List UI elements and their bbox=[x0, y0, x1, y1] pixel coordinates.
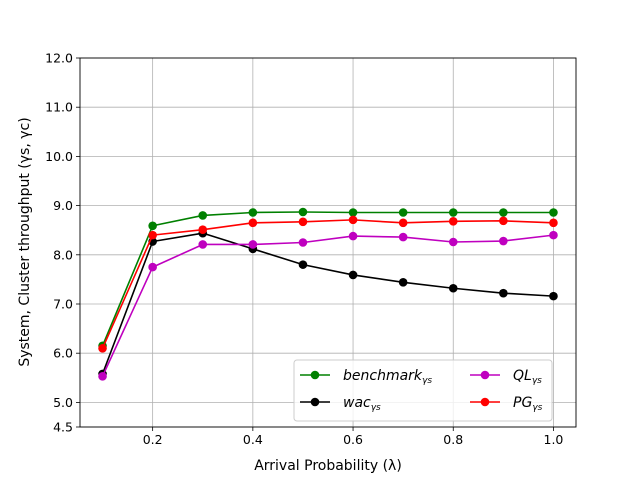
data-point-ql bbox=[448, 237, 458, 247]
series-line-wac bbox=[101, 232, 554, 375]
y-tick-label: 8.0 bbox=[53, 247, 73, 262]
data-point-benchmark bbox=[148, 221, 157, 231]
legend-label-wac: wacγs bbox=[343, 395, 381, 413]
x-tick-label: 0.4 bbox=[243, 432, 263, 447]
data-point-ql bbox=[98, 372, 107, 381]
data-point-wac bbox=[348, 270, 358, 280]
data-point-ql bbox=[398, 232, 408, 242]
series-layer bbox=[98, 207, 558, 381]
y-axis-label: System, Cluster throughput (γs, γc) bbox=[17, 117, 33, 366]
legend-label-name: QL bbox=[513, 368, 532, 384]
plot-frame bbox=[79, 57, 577, 428]
data-point-wac bbox=[448, 283, 458, 293]
data-point-ql bbox=[298, 238, 308, 247]
data-point-benchmark bbox=[499, 208, 508, 217]
data-point-ql bbox=[348, 231, 358, 241]
legend-label-subscript: γs bbox=[532, 376, 542, 386]
x-tick-label: 0.2 bbox=[143, 432, 163, 447]
data-point-benchmark bbox=[348, 208, 358, 217]
legend-label-subscript: γs bbox=[422, 376, 432, 386]
legend-label-ql: QLγs bbox=[513, 368, 542, 386]
legend-label-benchmark: benchmarkγs bbox=[343, 368, 432, 386]
legend-label-name: wac bbox=[343, 395, 371, 411]
data-point-ql bbox=[148, 262, 157, 272]
data-point-pg bbox=[499, 216, 508, 226]
data-point-pg bbox=[398, 218, 408, 228]
data-point-pg bbox=[348, 215, 358, 225]
legend-label-name: benchmark bbox=[343, 368, 423, 384]
x-tick-label: 1.0 bbox=[544, 432, 564, 447]
x-tick-label: 0.8 bbox=[443, 432, 463, 447]
data-point-pg bbox=[148, 230, 157, 240]
y-tick-label: 12.0 bbox=[45, 51, 73, 66]
data-point-benchmark bbox=[198, 211, 208, 220]
legend-marker-wac bbox=[310, 397, 320, 407]
data-point-wac bbox=[298, 260, 308, 269]
x-axis-label: Arrival Probability (λ) bbox=[254, 458, 402, 474]
data-point-benchmark bbox=[448, 208, 458, 217]
y-tick-label: 6.0 bbox=[53, 346, 73, 361]
ticks: 0.2 0.4 0.6 0.8 1.0 4.5 5.0 6.0 7.0 8.0 9.0 10.0 11.… bbox=[45, 51, 563, 448]
legend-marker-pg bbox=[480, 397, 490, 407]
data-point-ql bbox=[198, 240, 208, 249]
legend-marker-benchmark bbox=[310, 370, 320, 380]
series-line-ql bbox=[101, 234, 554, 377]
data-point-benchmark bbox=[549, 208, 558, 217]
series-line-pg bbox=[101, 219, 554, 349]
data-point-ql bbox=[549, 230, 558, 240]
data-point-benchmark bbox=[398, 208, 408, 217]
data-point-wac bbox=[549, 291, 558, 301]
data-point-pg bbox=[198, 225, 208, 235]
legend-label-pg: PGγs bbox=[513, 395, 543, 413]
data-point-pg bbox=[248, 218, 258, 228]
y-tick-label: 5.0 bbox=[53, 395, 73, 410]
data-point-benchmark bbox=[248, 208, 258, 217]
data-point-pg bbox=[98, 343, 107, 353]
y-tick-label: 11.0 bbox=[45, 100, 73, 115]
legend-label-name: PG bbox=[513, 395, 532, 411]
data-point-ql bbox=[248, 240, 258, 249]
y-tick-label: 7.0 bbox=[53, 297, 73, 312]
data-point-ql bbox=[499, 236, 508, 246]
legend-label-subscript: γs bbox=[371, 403, 381, 413]
legend-label-subscript: γs bbox=[532, 403, 542, 413]
y-tick-label: 4.5 bbox=[53, 420, 73, 435]
data-point-pg bbox=[549, 218, 558, 228]
data-point-pg bbox=[298, 217, 308, 227]
x-tick-label: 0.6 bbox=[343, 432, 363, 447]
y-tick-label: 10.0 bbox=[45, 149, 73, 164]
y-tick-label: 9.0 bbox=[53, 198, 73, 213]
series-line-benchmark bbox=[101, 211, 554, 347]
legend-marker-ql bbox=[480, 370, 490, 380]
data-point-benchmark bbox=[298, 207, 308, 217]
data-point-wac bbox=[499, 288, 508, 298]
data-point-wac bbox=[398, 278, 408, 287]
data-point-pg bbox=[448, 217, 458, 226]
